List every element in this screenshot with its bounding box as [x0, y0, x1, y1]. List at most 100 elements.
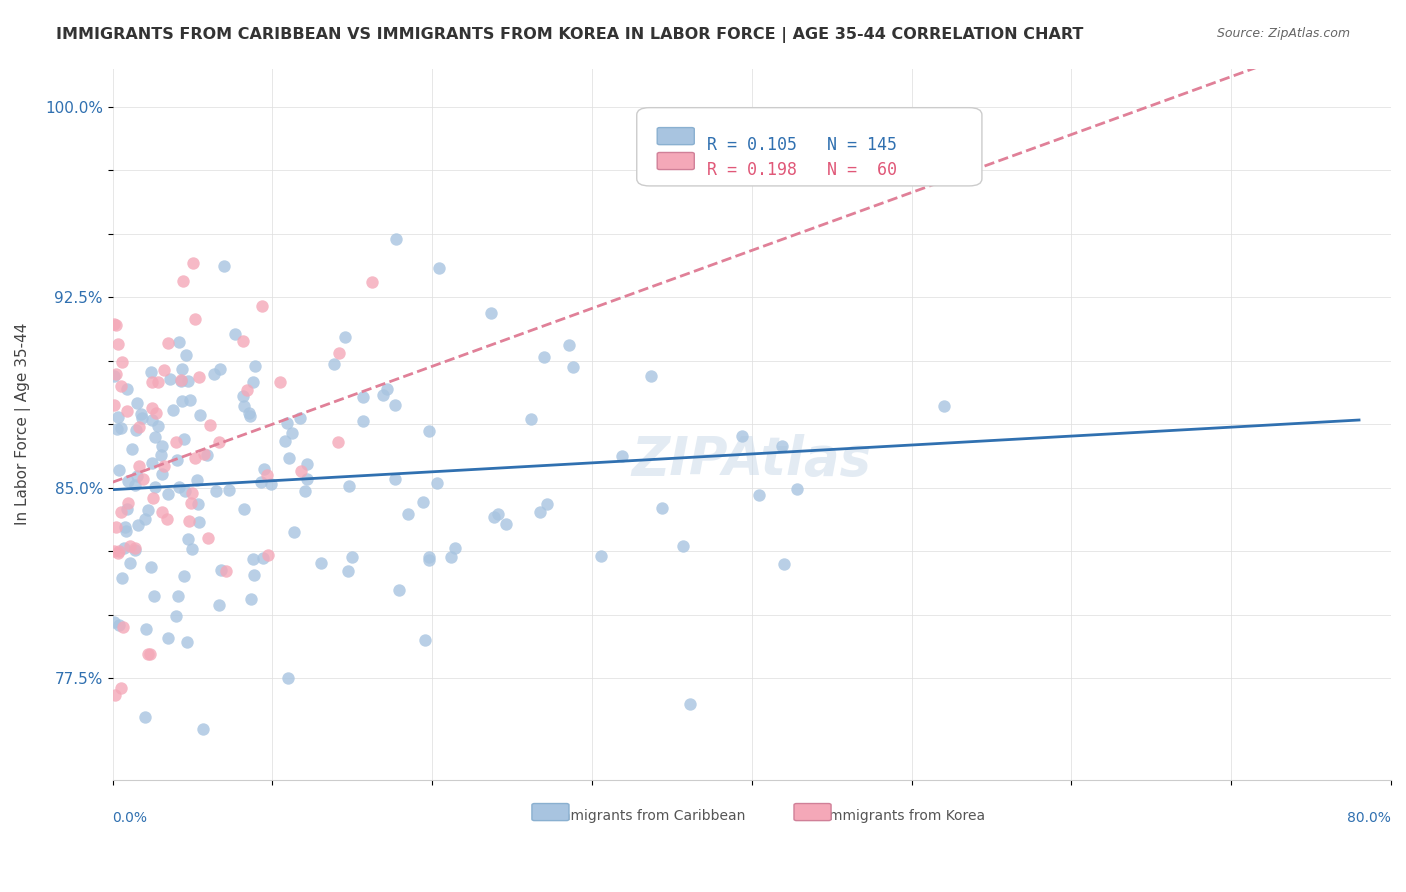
Point — [413, 632, 436, 647]
Point — [396, 508, 419, 522]
Point — [242, 375, 264, 389]
Point — [157, 335, 180, 350]
Point — [187, 370, 209, 384]
Point — [288, 411, 311, 425]
Point — [335, 330, 357, 344]
Point — [110, 505, 132, 519]
Point — [177, 374, 200, 388]
Text: R = 0.198   N =  60: R = 0.198 N = 60 — [707, 161, 897, 179]
Point — [558, 338, 581, 352]
Point — [295, 457, 318, 471]
Point — [107, 336, 129, 351]
Point — [388, 583, 411, 598]
Point — [236, 383, 259, 397]
Point — [482, 510, 505, 524]
Point — [253, 462, 276, 476]
Point — [679, 697, 702, 711]
Point — [215, 564, 238, 578]
Point — [107, 544, 129, 558]
Point — [180, 485, 202, 500]
Point — [132, 471, 155, 485]
Point — [932, 399, 955, 413]
Point — [177, 837, 200, 851]
Point — [173, 569, 195, 583]
Point — [166, 453, 188, 467]
Y-axis label: In Labor Force | Age 35-44: In Labor Force | Age 35-44 — [15, 323, 31, 525]
Point — [375, 382, 398, 396]
Point — [195, 448, 218, 462]
Point — [170, 373, 193, 387]
Point — [149, 449, 172, 463]
Text: 80.0%: 80.0% — [1347, 811, 1391, 824]
Point — [141, 413, 163, 427]
Point — [125, 468, 148, 483]
Point — [274, 434, 297, 448]
Point — [361, 275, 384, 289]
Point — [224, 327, 246, 342]
Point — [786, 483, 808, 497]
Point — [326, 434, 349, 449]
Point — [167, 480, 190, 494]
Point — [177, 532, 200, 546]
Point — [529, 505, 551, 519]
Point — [208, 434, 231, 449]
Text: Source: ZipAtlas.com: Source: ZipAtlas.com — [1216, 27, 1350, 40]
Point — [111, 355, 134, 369]
Point — [114, 524, 136, 539]
Point — [243, 568, 266, 582]
Point — [328, 346, 350, 360]
Point — [179, 393, 201, 408]
Point — [103, 398, 125, 412]
Point — [250, 299, 273, 313]
Point — [139, 647, 162, 661]
Point — [770, 439, 793, 453]
Point — [651, 500, 673, 515]
Text: Immigrants from Caribbean: Immigrants from Caribbean — [554, 808, 745, 822]
Point — [233, 399, 256, 413]
Point — [131, 407, 153, 421]
Point — [533, 350, 555, 364]
Point — [174, 484, 197, 499]
Point — [385, 232, 408, 246]
Point — [426, 476, 449, 491]
FancyBboxPatch shape — [794, 804, 831, 821]
Point — [281, 425, 304, 440]
Point — [136, 647, 159, 661]
Point — [184, 311, 207, 326]
Point — [112, 541, 135, 555]
Point — [145, 406, 167, 420]
Point — [103, 317, 125, 331]
Point — [486, 508, 509, 522]
FancyBboxPatch shape — [531, 804, 569, 821]
Point — [139, 559, 162, 574]
Point — [141, 365, 163, 379]
FancyBboxPatch shape — [657, 128, 695, 145]
Point — [170, 374, 193, 388]
Point — [205, 483, 228, 498]
Point — [124, 541, 146, 556]
Point — [672, 539, 695, 553]
Point — [177, 514, 200, 528]
Point — [191, 723, 214, 737]
Point — [412, 495, 434, 509]
Point — [479, 306, 502, 320]
Point — [748, 488, 770, 502]
Point — [105, 367, 128, 381]
Point — [309, 557, 332, 571]
Point — [167, 590, 190, 604]
Point — [193, 447, 215, 461]
Point — [156, 512, 179, 526]
Point — [157, 631, 180, 645]
Point — [384, 472, 406, 486]
Point — [418, 549, 440, 564]
Point — [352, 390, 374, 404]
Point — [107, 463, 129, 477]
Point — [141, 457, 163, 471]
Point — [731, 429, 754, 443]
Point — [418, 424, 440, 438]
Point — [202, 367, 225, 381]
Text: 0.0%: 0.0% — [112, 811, 148, 824]
Point — [152, 467, 174, 481]
Point — [103, 615, 125, 630]
Point — [150, 439, 173, 453]
